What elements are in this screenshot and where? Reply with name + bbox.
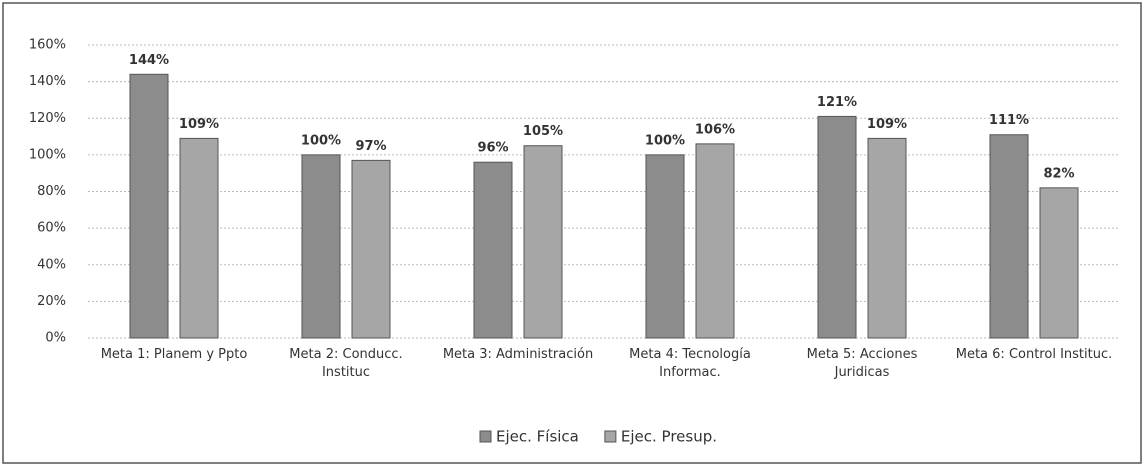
legend-swatch [479, 430, 492, 443]
bar [179, 137, 219, 339]
bar [473, 161, 513, 339]
x-tick-label: Meta 5: Acciones Juridicas [806, 347, 918, 380]
y-tick-label: 0% [45, 331, 66, 346]
value-label: 109% [867, 117, 907, 132]
legend-label: Ejec. Física [496, 428, 579, 446]
bar [867, 137, 907, 339]
bar [301, 154, 341, 339]
x-tick-label: Meta 6: Control Instituc. [955, 347, 1113, 362]
legend-swatch [604, 430, 617, 443]
y-tick-label: 120% [29, 111, 66, 126]
value-label: 96% [477, 141, 508, 156]
value-label: 82% [1043, 166, 1074, 181]
value-label: 121% [817, 95, 857, 110]
bar [351, 159, 391, 339]
x-tick-label: Meta 3: Administración [442, 347, 594, 362]
value-label: 144% [129, 53, 169, 68]
y-tick-label: 140% [29, 74, 66, 89]
y-tick-label: 160% [29, 38, 66, 53]
bar [989, 134, 1029, 339]
x-tick-label: Meta 2: Conducc. Instituc [289, 347, 403, 380]
bar [523, 145, 563, 339]
value-label: 105% [523, 124, 563, 139]
x-tick-label: Meta 4: Tecnología Informac. [629, 347, 751, 380]
bar [645, 154, 685, 339]
legend-label: Ejec. Presup. [621, 428, 717, 446]
value-label: 109% [179, 117, 219, 132]
value-label: 111% [989, 113, 1029, 128]
bar [817, 115, 857, 339]
y-tick-label: 60% [37, 221, 66, 236]
x-tick-label: Meta 1: Planem y Ppto [100, 347, 248, 362]
bar [1039, 187, 1079, 339]
bar [129, 73, 169, 339]
value-label: 100% [645, 133, 685, 148]
y-tick-label: 100% [29, 147, 66, 162]
value-label: 100% [301, 133, 341, 148]
bar [695, 143, 735, 339]
y-tick-label: 40% [37, 257, 66, 272]
y-tick-label: 20% [37, 294, 66, 309]
value-label: 106% [695, 122, 735, 137]
value-label: 97% [355, 139, 386, 154]
y-tick-label: 80% [37, 184, 66, 199]
